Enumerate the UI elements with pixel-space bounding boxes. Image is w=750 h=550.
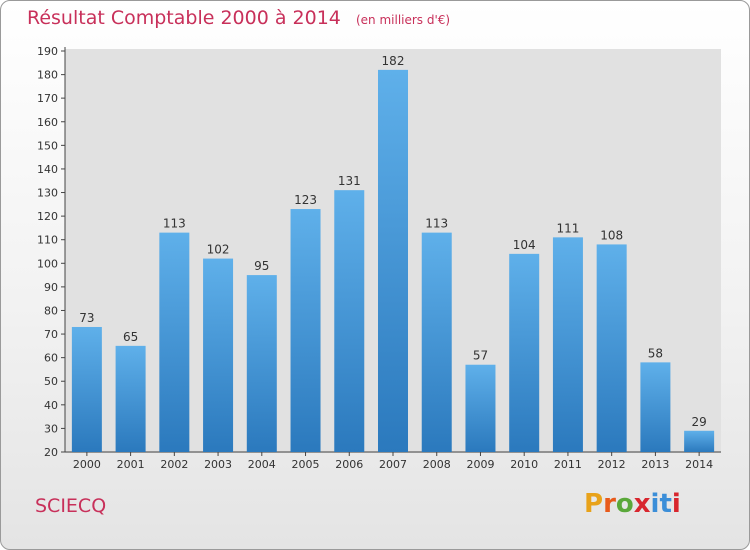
chart-title: Résultat Comptable 2000 à 2014 [27,7,341,29]
bar-value-label: 104 [513,238,536,252]
bar [378,69,408,452]
bar [290,209,321,452]
x-tick-label: 2011 [554,458,582,471]
bar [203,258,234,452]
bar [421,232,452,452]
bar-value-label: 131 [338,174,361,188]
x-tick-label: 2014 [685,458,713,471]
y-tick-label: 190 [37,45,58,58]
y-tick-label: 80 [44,304,58,317]
bar-value-label: 102 [207,243,230,257]
bar-value-label: 113 [425,217,448,231]
x-tick-label: 2010 [510,458,538,471]
logo-letter: t [659,489,672,519]
y-tick-label: 120 [37,210,58,223]
x-tick-label: 2004 [248,458,276,471]
x-tick-label: 2007 [379,458,407,471]
proxiti-logo: Proxiti [584,489,681,519]
x-tick-label: 2008 [423,458,451,471]
x-tick-label: 2012 [598,458,626,471]
bar [640,362,671,452]
commune-name: SCIECQ [35,495,107,517]
bars: 73 65 113 102 95 123 131 182 113 57 104 111 108 58 29 [71,54,715,452]
bar [159,232,190,452]
y-tick-label: 100 [37,257,58,270]
bar-value-label: 95 [254,259,269,273]
x-tick-label: 2006 [335,458,363,471]
y-tick-label: 150 [37,139,58,152]
logo-letter: r [603,489,616,519]
bar [465,364,496,452]
bar [71,326,102,452]
bar-value-label: 58 [648,346,663,360]
y-tick-label: 140 [37,163,58,176]
chart-unit: (en milliers d'€) [355,13,451,27]
y-tick-label: 50 [44,375,58,388]
y-tick-label: 70 [44,328,58,341]
axes: 20 30 40 50 60 70 80 90 100 110 120 130 140 150 160 170… [37,45,721,471]
y-tick-label: 130 [37,187,58,200]
logo-letter: x [633,489,651,519]
logo-letter: o [615,489,634,519]
bar [596,244,627,452]
bar-value-label: 65 [123,330,138,344]
y-tick-label: 30 [44,422,58,435]
bar [552,237,583,452]
bar-value-label: 57 [473,349,488,363]
logo-letter: i [671,489,681,519]
bar [246,275,277,452]
bar [334,190,365,452]
x-tick-label: 2001 [117,458,145,471]
y-tick-label: 40 [44,399,58,412]
bar-value-label: 111 [556,221,579,235]
logo-letter: i [650,489,660,519]
y-tick-label: 160 [37,116,58,129]
bar-value-label: 123 [294,193,317,207]
bar-value-label: 29 [691,415,706,429]
x-tick-label: 2005 [292,458,320,471]
bar [115,345,146,452]
y-tick-label: 90 [44,281,58,294]
bar-value-label: 108 [600,228,623,242]
bar-value-label: 182 [382,54,405,68]
y-tick-label: 180 [37,69,58,82]
y-tick-label: 170 [37,92,58,105]
y-tick-label: 110 [37,234,58,247]
x-tick-label: 2000 [73,458,101,471]
x-tick-label: 2009 [466,458,494,471]
y-tick-label: 20 [44,446,58,459]
bar [509,253,540,452]
chart-title-row: Résultat Comptable 2000 à 2014 (en milli… [27,7,450,29]
x-tick-label: 2002 [160,458,188,471]
x-tick-label: 2003 [204,458,232,471]
bar [684,430,715,452]
bar-value-label: 73 [79,311,94,325]
x-tick-label: 2013 [641,458,669,471]
bar-value-label: 113 [163,217,186,231]
y-tick-label: 60 [44,352,58,365]
logo-letter: P [584,489,604,519]
